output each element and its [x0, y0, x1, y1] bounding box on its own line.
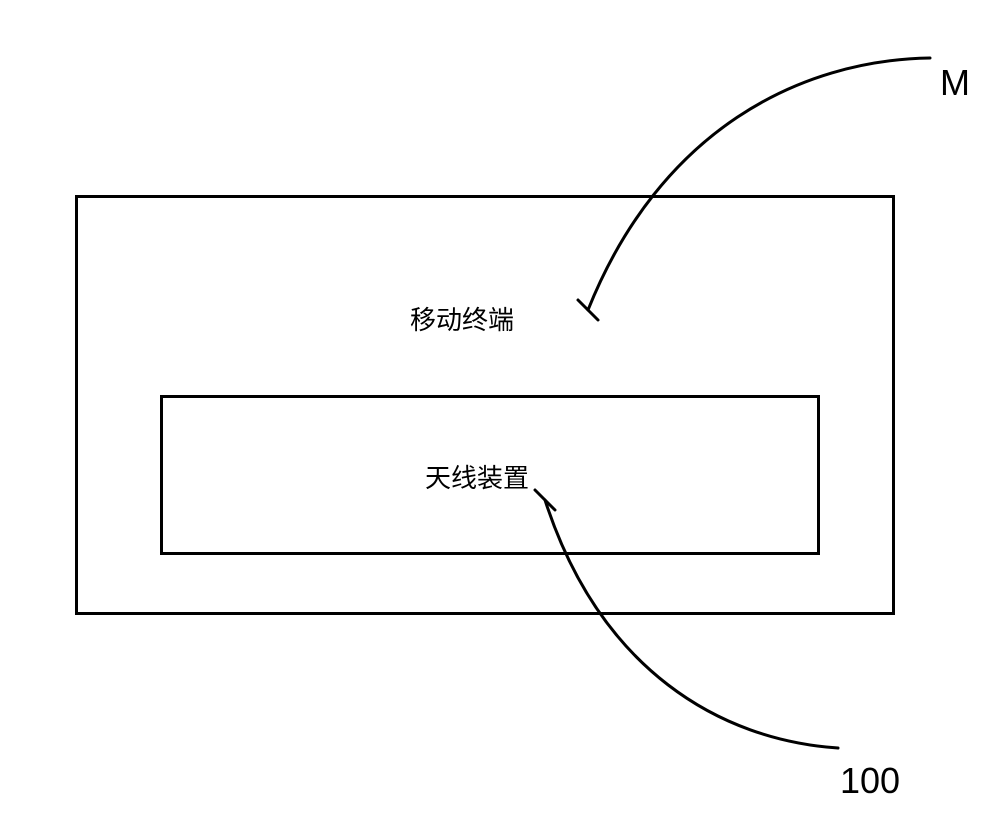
- outer-box-label: 移动终端: [410, 300, 514, 337]
- diagram-canvas: 移动终端 天线装置 M 100: [0, 0, 1000, 825]
- callout-label-m: M: [940, 62, 970, 104]
- inner-box-label: 天线装置: [425, 458, 529, 495]
- callout-label-100: 100: [840, 760, 900, 802]
